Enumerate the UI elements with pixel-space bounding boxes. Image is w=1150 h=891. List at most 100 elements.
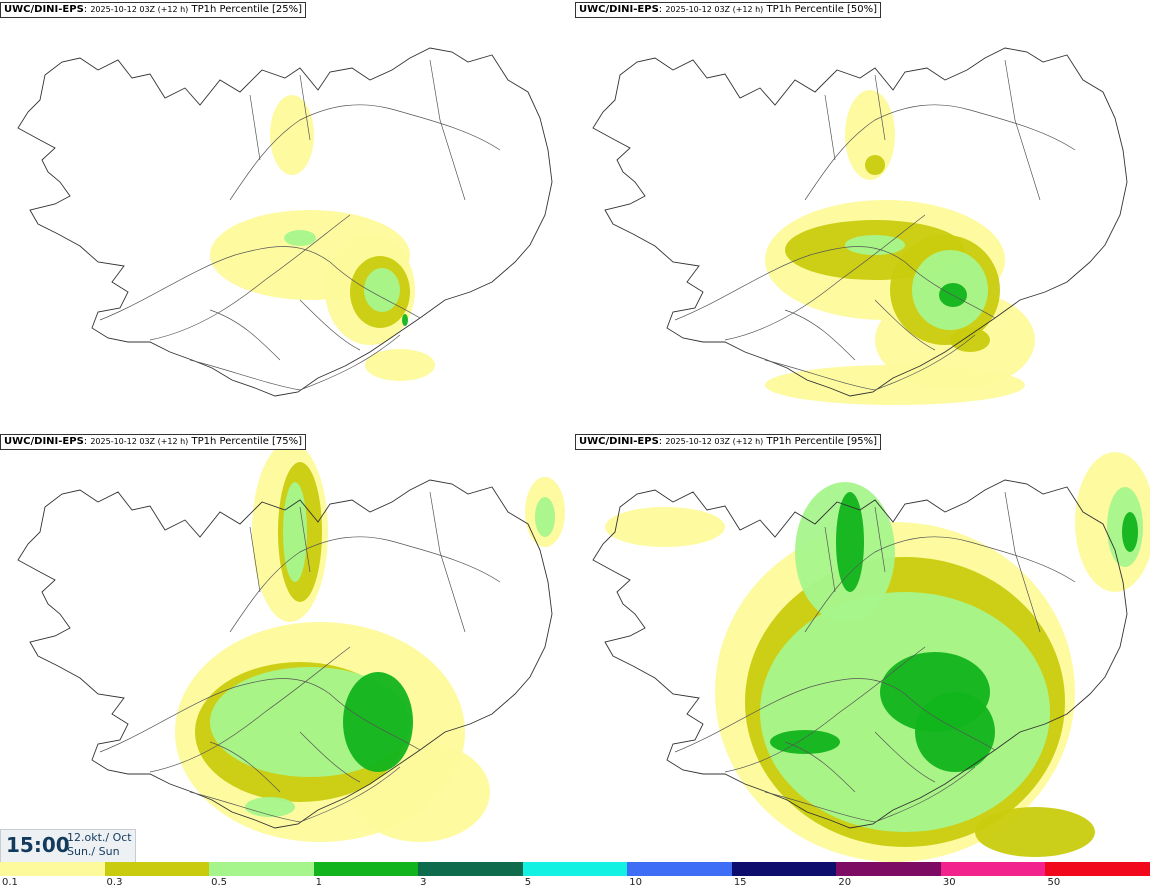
valid-time-box: 15:00 12.okt./ Oct Sun./ Sun <box>0 829 136 863</box>
precip-field <box>175 442 565 842</box>
precip-field <box>765 90 1035 405</box>
road-line <box>209 731 361 793</box>
precip-area <box>283 482 307 582</box>
precip-area <box>270 95 314 175</box>
run-time: 2025-10-12 03Z (+12 h) <box>665 437 764 446</box>
road-line <box>674 246 996 321</box>
legend-label: 0.3 <box>106 877 123 888</box>
legend-label: 3 <box>420 877 427 888</box>
precip-area <box>343 672 413 772</box>
panel-title: UWC/DINI-EPS: 2025-10-12 03Z (+12 h) TP1… <box>575 2 882 18</box>
map-panel-p25: UWC/DINI-EPS: 2025-10-12 03Z (+12 h) TP1… <box>0 0 575 430</box>
precip-field <box>605 452 1150 862</box>
legend-swatch <box>522 862 628 876</box>
road-line <box>249 491 466 633</box>
legend-swatch <box>209 862 315 876</box>
run-time: 2025-10-12 03Z (+12 h) <box>665 5 764 14</box>
legend-label: 0.5 <box>211 877 227 888</box>
model-name: UWC/DINI-EPS <box>579 436 659 447</box>
precip-area <box>245 797 295 817</box>
valid-date: 12.okt./ Oct Sun./ Sun <box>67 831 132 859</box>
legend-label: 50 <box>1047 877 1061 888</box>
precip-area <box>284 230 316 246</box>
valid-time: 15:00 <box>6 833 70 857</box>
road-line <box>99 678 421 753</box>
legend-label: 15 <box>733 877 747 888</box>
road-line <box>674 678 996 753</box>
legend-swatch <box>1045 862 1150 876</box>
precip-map-p50 <box>592 47 1128 405</box>
field-name: TP1h Percentile [50%] <box>766 4 878 15</box>
road-line <box>149 646 351 773</box>
road-line <box>189 766 401 823</box>
precip-area <box>975 807 1095 857</box>
valid-date-line2: Sun./ Sun <box>67 845 120 858</box>
road-line <box>824 59 1041 201</box>
road-line <box>229 104 501 201</box>
road-line <box>229 536 501 633</box>
road-line <box>804 104 1076 201</box>
road-line <box>209 299 361 361</box>
legend-swatch <box>627 862 733 876</box>
model-name: UWC/DINI-EPS <box>579 4 659 15</box>
precip-field <box>210 95 435 381</box>
precip-area <box>535 497 555 537</box>
field-name: TP1h Percentile [25%] <box>191 4 303 15</box>
precip-map-p95 <box>592 452 1150 862</box>
legend-swatch <box>104 862 210 876</box>
field-name: TP1h Percentile [95%] <box>766 436 878 447</box>
road-line <box>724 646 926 773</box>
precip-area <box>402 314 408 326</box>
map-panel-p75: UWC/DINI-EPS: 2025-10-12 03Z (+12 h) TP1… <box>0 432 575 862</box>
color-legend: 0.1 0.3 0.5 1 3 5 10 15 20 30 50 <box>0 862 1150 891</box>
precip-area <box>765 365 1025 405</box>
legend-swatch <box>313 862 419 876</box>
road-line <box>764 334 976 391</box>
legend-label: 5 <box>524 877 532 888</box>
panel-title: UWC/DINI-EPS: 2025-10-12 03Z (+12 h) TP1… <box>0 434 307 450</box>
precip-area <box>364 268 400 312</box>
map-panel-p95: UWC/DINI-EPS: 2025-10-12 03Z (+12 h) TP1… <box>575 432 1150 862</box>
precip-map-p25 <box>17 47 553 397</box>
precip-map-p75 <box>17 442 565 842</box>
road-line <box>824 491 1041 633</box>
road-line <box>764 766 976 823</box>
panel-title: UWC/DINI-EPS: 2025-10-12 03Z (+12 h) TP1… <box>575 434 882 450</box>
model-name: UWC/DINI-EPS <box>4 4 84 15</box>
road-line <box>784 731 936 793</box>
legend-label: 0.1 <box>2 877 18 888</box>
field-name: TP1h Percentile [75%] <box>191 436 303 447</box>
run-time: 2025-10-12 03Z (+12 h) <box>90 437 189 446</box>
road-line <box>724 214 926 341</box>
precip-area <box>845 90 895 180</box>
precip-area <box>950 328 990 352</box>
legend-swatch <box>0 862 106 876</box>
legend-swatch <box>731 862 837 876</box>
road-line <box>189 334 401 391</box>
legend-swatch <box>940 862 1046 876</box>
run-time: 2025-10-12 03Z (+12 h) <box>90 5 189 14</box>
road-line <box>149 214 351 341</box>
panel-title: UWC/DINI-EPS: 2025-10-12 03Z (+12 h) TP1… <box>0 2 307 18</box>
legend-swatch <box>836 862 942 876</box>
precip-area <box>770 730 840 754</box>
precip-area <box>845 235 905 255</box>
legend-label: 20 <box>838 877 852 888</box>
precip-area <box>915 692 995 772</box>
legend-label: 30 <box>942 877 956 888</box>
valid-date-line1: 12.okt./ Oct <box>67 831 132 844</box>
road-line <box>784 299 936 361</box>
precip-area <box>836 492 864 592</box>
precip-area <box>865 155 885 175</box>
road-line <box>249 59 466 201</box>
model-name: UWC/DINI-EPS <box>4 436 84 447</box>
legend-label: 10 <box>629 877 642 888</box>
legend-label: 1 <box>315 877 322 888</box>
road-line <box>804 536 1076 633</box>
road-line <box>99 246 421 321</box>
precip-area <box>365 349 435 381</box>
legend-swatch <box>418 862 524 876</box>
precip-area <box>605 507 725 547</box>
precip-area <box>1122 512 1138 552</box>
map-panel-p50: UWC/DINI-EPS: 2025-10-12 03Z (+12 h) TP1… <box>575 0 1150 430</box>
